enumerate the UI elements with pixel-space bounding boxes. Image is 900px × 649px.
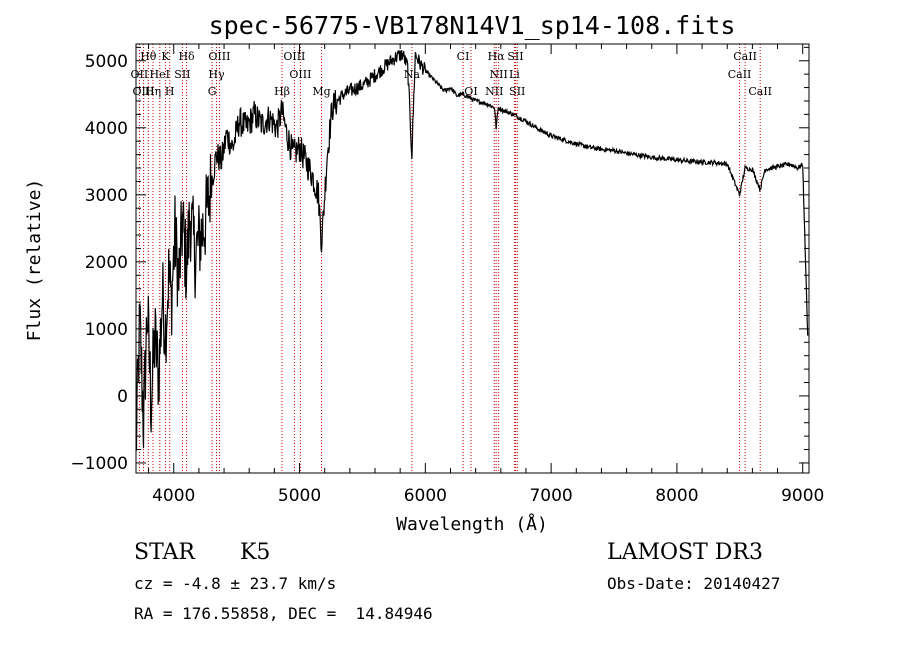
spectral-line-label: Hα — [488, 50, 506, 63]
x-axis-label: Wavelength (Å) — [396, 513, 548, 535]
spectral-line-label: SII — [507, 50, 523, 63]
y-tick-label: 5000 — [85, 52, 128, 72]
x-tick-label: 4000 — [152, 486, 195, 506]
spectral-line-label: CaII — [728, 68, 752, 81]
spectral-line-label: K — [161, 50, 170, 63]
y-tick-label: 2000 — [85, 253, 128, 273]
spectral-line-label: SII — [174, 68, 190, 81]
spectral-line-label: Hη — [145, 85, 161, 98]
x-tick-label: 5000 — [278, 486, 321, 506]
chart-title: spec-56775-VB178N14V1_sp14-108.fits — [209, 11, 736, 40]
y-tick-label: 1000 — [85, 320, 128, 340]
coordinates: RA = 176.55858, DEC = 14.84946 — [134, 604, 433, 623]
spectral-line-label: SII — [509, 85, 525, 98]
spectral-line-label: CaII — [748, 85, 772, 98]
spectral-line-label: Hδ — [178, 50, 195, 63]
x-tick-label: 9000 — [781, 486, 824, 506]
y-tick-label: −1000 — [70, 454, 128, 474]
spectrum-line — [135, 49, 809, 451]
y-tick-label: 4000 — [85, 119, 128, 139]
spectral-line-label: Hθ — [140, 50, 157, 63]
redshift-cz: cz = -4.8 ± 23.7 km/s — [134, 574, 337, 593]
spectral-line-label: NII — [490, 68, 508, 81]
x-tick-label: 8000 — [655, 486, 698, 506]
object-class: STAR — [134, 540, 195, 565]
spectral-line-label: H — [165, 85, 175, 98]
spectral-line-label: Na — [404, 68, 421, 81]
spectral-line-label: OIII — [208, 50, 230, 63]
spectral-line-label: HeI — [150, 68, 170, 81]
y-tick-label: 0 — [117, 387, 128, 407]
spectral-line-label: Hγ — [208, 68, 225, 81]
spectral-line-label: OIII — [283, 50, 305, 63]
spectral-line-label: G — [208, 85, 217, 98]
spectral-line-label: NII — [485, 85, 503, 98]
x-tick-label: 7000 — [529, 486, 572, 506]
spectral-line-label: Mg — [312, 85, 330, 98]
spectral-line-label: CaII — [733, 50, 757, 63]
obs-date: Obs-Date: 20140427 — [607, 574, 781, 593]
subclass: K5 — [240, 540, 271, 565]
x-tick-label: 6000 — [404, 486, 447, 506]
spectral-line-label: Li — [509, 68, 520, 81]
survey-name: LAMOST DR3 — [607, 540, 763, 565]
y-tick-label: 3000 — [85, 186, 128, 206]
y-axis-label: Flux (relative) — [24, 179, 45, 342]
plot-frame — [135, 43, 810, 474]
spectral-line-label: OIII — [133, 85, 155, 98]
spectral-line-label: Hβ — [274, 85, 290, 98]
spectral-line-label: OIII — [289, 68, 311, 81]
spectral-line-label: CI — [457, 50, 470, 63]
